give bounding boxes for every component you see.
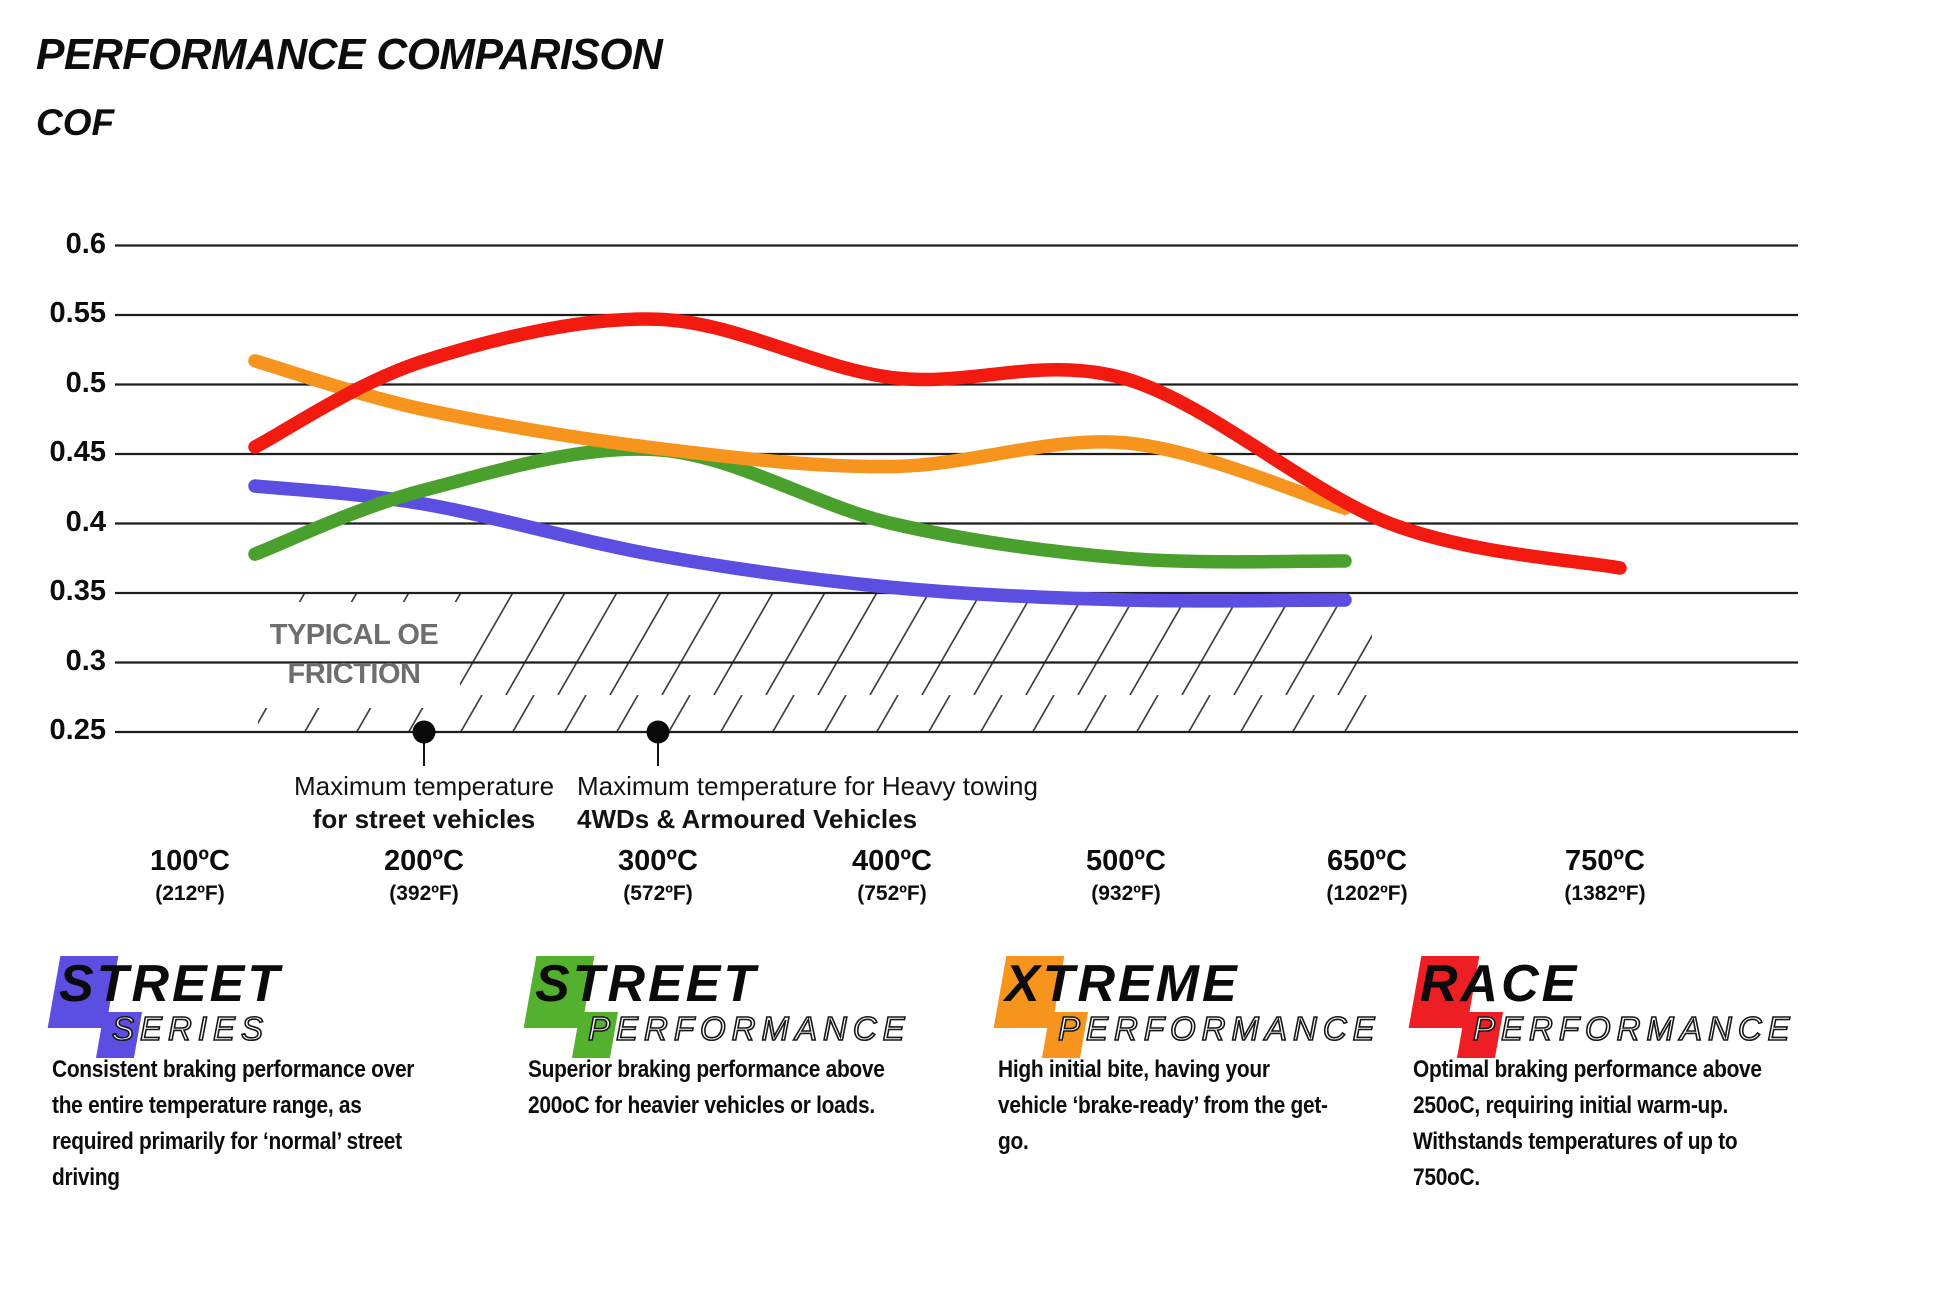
annotation-heavy-towing-max-temp: Maximum temperature for Heavy towing 4WD… [577, 770, 1057, 836]
celsius-label: 400ºC [852, 845, 932, 877]
oe-label-line1: TYPICAL OE [269, 619, 439, 651]
fahrenheit-label: (932ºF) [1091, 882, 1161, 905]
fahrenheit-label: (392ºF) [389, 882, 459, 905]
y-tick-label-0.4: 0.4 [65, 505, 106, 538]
logo-word-primary: STREET [59, 955, 283, 1013]
legend-item-race-performance: RACE PERFORMANCE Optimal braking performan… [1408, 955, 1883, 1191]
y-tick-label-0.5: 0.5 [65, 366, 106, 399]
x-tick-label-300-c: 300ºC (572ºF) [563, 845, 753, 906]
y-tick-label-0.35: 0.35 [49, 575, 106, 607]
fahrenheit-label: (1382ºF) [1564, 882, 1646, 905]
brand-logo: STREET SERIES [47, 955, 522, 1060]
celsius-label: 750ºC [1565, 845, 1645, 877]
street-performance-line [248, 442, 1352, 569]
logo-word-primary: XTREME [1005, 955, 1240, 1013]
celsius-label: 650ºC [1327, 845, 1407, 877]
legend-item-street-performance: STREET PERFORMANCE Superior braking perfor… [523, 955, 998, 1119]
race-performance-line [248, 312, 1627, 575]
series-description: Superior braking performance above 200oC… [528, 1056, 885, 1119]
y-tick-label-0.45: 0.45 [49, 436, 106, 468]
y-tick-label-0.55: 0.55 [49, 297, 106, 329]
y-tick-label-0.3: 0.3 [65, 644, 106, 677]
annotation-text-bold: for street vehicles [312, 804, 536, 834]
x-tick-label-400-c: 400ºC (752ºF) [797, 845, 987, 906]
x-tick-label-500-c: 500ºC (932ºF) [1031, 845, 1221, 906]
celsius-label: 200ºC [384, 845, 464, 877]
celsius-label: 300ºC [618, 845, 698, 877]
fahrenheit-label: (212ºF) [155, 882, 225, 905]
x-tick-label-100-c: 100ºC (212ºF) [95, 845, 285, 906]
annotation-text: Maximum temperature [293, 771, 555, 801]
annotation-text: Maximum temperature for Heavy towing [577, 771, 1038, 801]
street-series-line [248, 479, 1352, 608]
xtreme-performance-line [248, 354, 1352, 515]
brand-logo: XTREME PERFORMANCE [993, 955, 1468, 1060]
fahrenheit-label: (752ºF) [857, 882, 927, 905]
fahrenheit-label: (572ºF) [623, 882, 693, 905]
fahrenheit-label: (1202ºF) [1326, 882, 1408, 905]
legend-item-street-series: STREET SERIES Consistent braking performan… [47, 955, 522, 1191]
logo-word-secondary: PERFORMANCE [1472, 1009, 1796, 1048]
max-temp-marker-300ºC [646, 720, 670, 744]
logo-word-secondary: SERIES [111, 1009, 270, 1048]
oe-label-halo [250, 602, 460, 708]
logo-word-secondary: PERFORMANCE [587, 1009, 911, 1048]
celsius-label: 500ºC [1086, 845, 1166, 877]
y-tick-label-0.6: 0.6 [65, 227, 106, 260]
logo-word-secondary: PERFORMANCE [1057, 1009, 1381, 1048]
legend-item-xtreme-performance: XTREME PERFORMANCE High initial bite, havi… [993, 955, 1468, 1155]
brand-logo: RACE PERFORMANCE [1408, 955, 1883, 1060]
page-title: PERFORMANCE COMPARISON [36, 30, 663, 79]
y-tick-label-0.25: 0.25 [49, 714, 106, 746]
celsius-label: 100ºC [150, 845, 230, 877]
y-axis-title: COF [36, 102, 115, 143]
series-description: Optimal braking performance above 250oC,… [1413, 1056, 1762, 1191]
annotation-text-bold: 4WDs & Armoured Vehicles [577, 804, 918, 834]
annotation-street-max-temp: Maximum temperature for street vehicles [264, 770, 584, 836]
x-tick-label-200-c: 200ºC (392ºF) [329, 845, 519, 906]
brand-logo: STREET PERFORMANCE [523, 955, 998, 1060]
x-tick-label-650-c: 650ºC (1202ºF) [1272, 845, 1462, 906]
series-description: Consistent braking performance over the … [52, 1056, 415, 1191]
series-description: High initial bite, having your vehicle ‘… [998, 1056, 1328, 1155]
max-temp-marker-200ºC [412, 720, 436, 744]
logo-word-primary: RACE [1420, 955, 1580, 1013]
logo-word-primary: STREET [535, 955, 759, 1013]
typical-oe-friction-label: TYPICAL OE FRICTION [254, 616, 454, 694]
oe-label-line2: FRICTION [287, 658, 421, 690]
x-tick-label-750-c: 750ºC (1382ºF) [1510, 845, 1700, 906]
